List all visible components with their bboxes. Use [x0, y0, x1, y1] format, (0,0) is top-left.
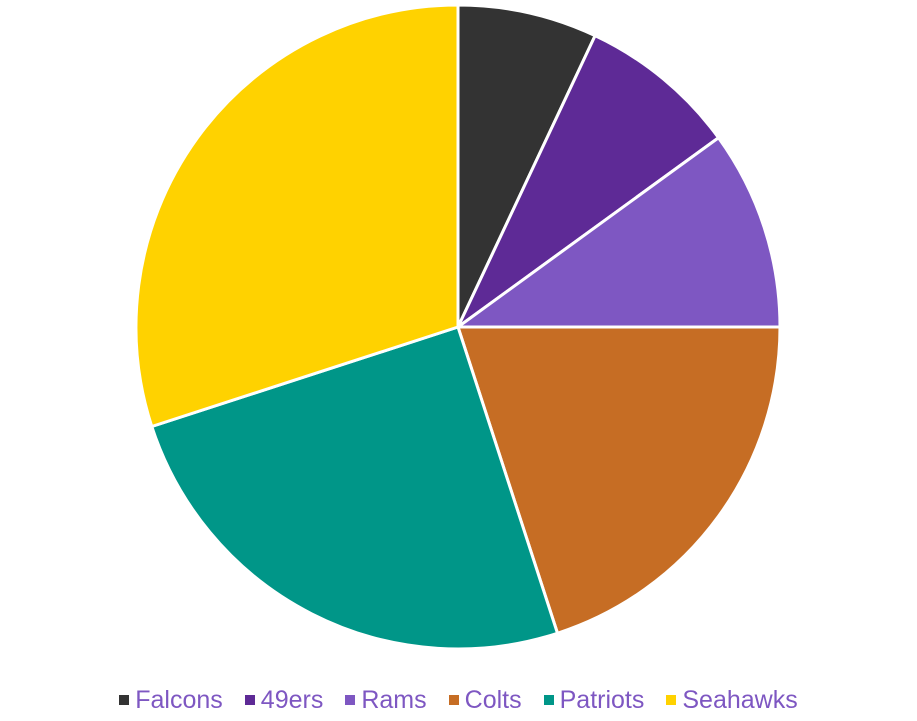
pie-slice-49ers — [456, 34, 720, 329]
legend-swatch — [244, 695, 255, 705]
pie-slice-colts — [456, 325, 782, 635]
legend-swatch — [119, 695, 130, 705]
pie-slice-rams — [456, 136, 782, 329]
legend-item-patriots: Patriots — [543, 685, 645, 715]
pie-chart — [134, 3, 782, 651]
legend-swatch — [448, 695, 459, 705]
pie-slices — [134, 3, 782, 651]
legend-item-rams: Rams — [345, 685, 427, 715]
chart-legend: Falcons 49ers Rams Colts Patriots Seahawks — [0, 683, 917, 717]
pie-slice-seahawks — [134, 3, 460, 428]
legend-swatch — [345, 695, 356, 705]
legend-label: Patriots — [559, 685, 645, 714]
legend-label: Rams — [361, 685, 427, 714]
legend-item-colts: Colts — [448, 685, 522, 715]
legend-label: Seahawks — [682, 685, 798, 714]
legend-label: 49ers — [260, 685, 324, 714]
legend-item-falcons: Falcons — [119, 686, 223, 715]
legend-item-seahawks: Seahawks — [666, 685, 798, 715]
legend-label: Colts — [464, 685, 522, 714]
pie-slice-patriots — [150, 325, 559, 651]
pie-slice-falcons — [456, 3, 597, 329]
legend-item-49ers: 49ers — [244, 685, 324, 715]
legend-label: Falcons — [135, 685, 223, 714]
legend-swatch — [543, 695, 554, 705]
legend-swatch — [666, 695, 677, 705]
